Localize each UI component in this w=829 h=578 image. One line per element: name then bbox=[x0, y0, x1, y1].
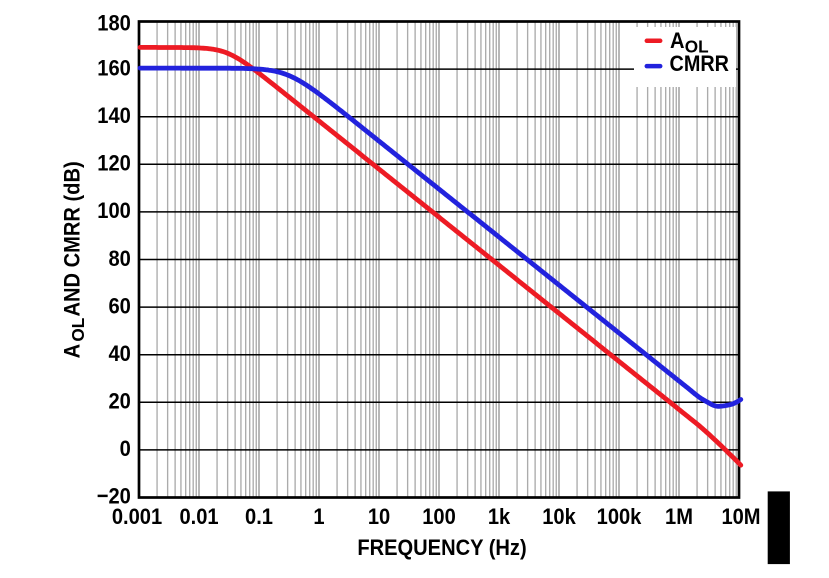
svg-text:A: A bbox=[59, 344, 84, 359]
svg-text:0.01: 0.01 bbox=[179, 504, 218, 529]
svg-text:AND CMRR (dB): AND CMRR (dB) bbox=[59, 161, 84, 316]
svg-text:100: 100 bbox=[97, 198, 131, 223]
svg-text:1M: 1M bbox=[665, 504, 693, 529]
svg-text:140: 140 bbox=[97, 103, 131, 128]
svg-text:180: 180 bbox=[97, 11, 131, 36]
svg-text:OL: OL bbox=[68, 318, 88, 342]
svg-text:20: 20 bbox=[108, 389, 130, 414]
svg-text:60: 60 bbox=[108, 293, 130, 318]
svg-text:1k: 1k bbox=[488, 504, 510, 529]
svg-text:40: 40 bbox=[108, 341, 130, 366]
svg-text:CMRR: CMRR bbox=[670, 52, 729, 76]
svg-text:A: A bbox=[670, 28, 685, 53]
svg-text:OL: OL bbox=[685, 37, 709, 57]
svg-text:100k: 100k bbox=[597, 504, 642, 529]
svg-text:10M: 10M bbox=[721, 504, 760, 529]
svg-text:80: 80 bbox=[108, 246, 130, 271]
svg-text:1: 1 bbox=[313, 504, 324, 529]
svg-text:0: 0 bbox=[120, 436, 131, 461]
svg-text:FREQUENCY (Hz): FREQUENCY (Hz) bbox=[357, 535, 526, 560]
svg-text:100: 100 bbox=[422, 504, 456, 529]
svg-text:0.1: 0.1 bbox=[245, 504, 273, 529]
svg-text:10: 10 bbox=[368, 504, 390, 529]
svg-text:−20: −20 bbox=[97, 483, 131, 508]
svg-text:0.001: 0.001 bbox=[112, 504, 162, 529]
svg-text:160: 160 bbox=[97, 55, 131, 80]
svg-text:10k: 10k bbox=[542, 504, 576, 529]
svg-text:120: 120 bbox=[97, 151, 131, 176]
